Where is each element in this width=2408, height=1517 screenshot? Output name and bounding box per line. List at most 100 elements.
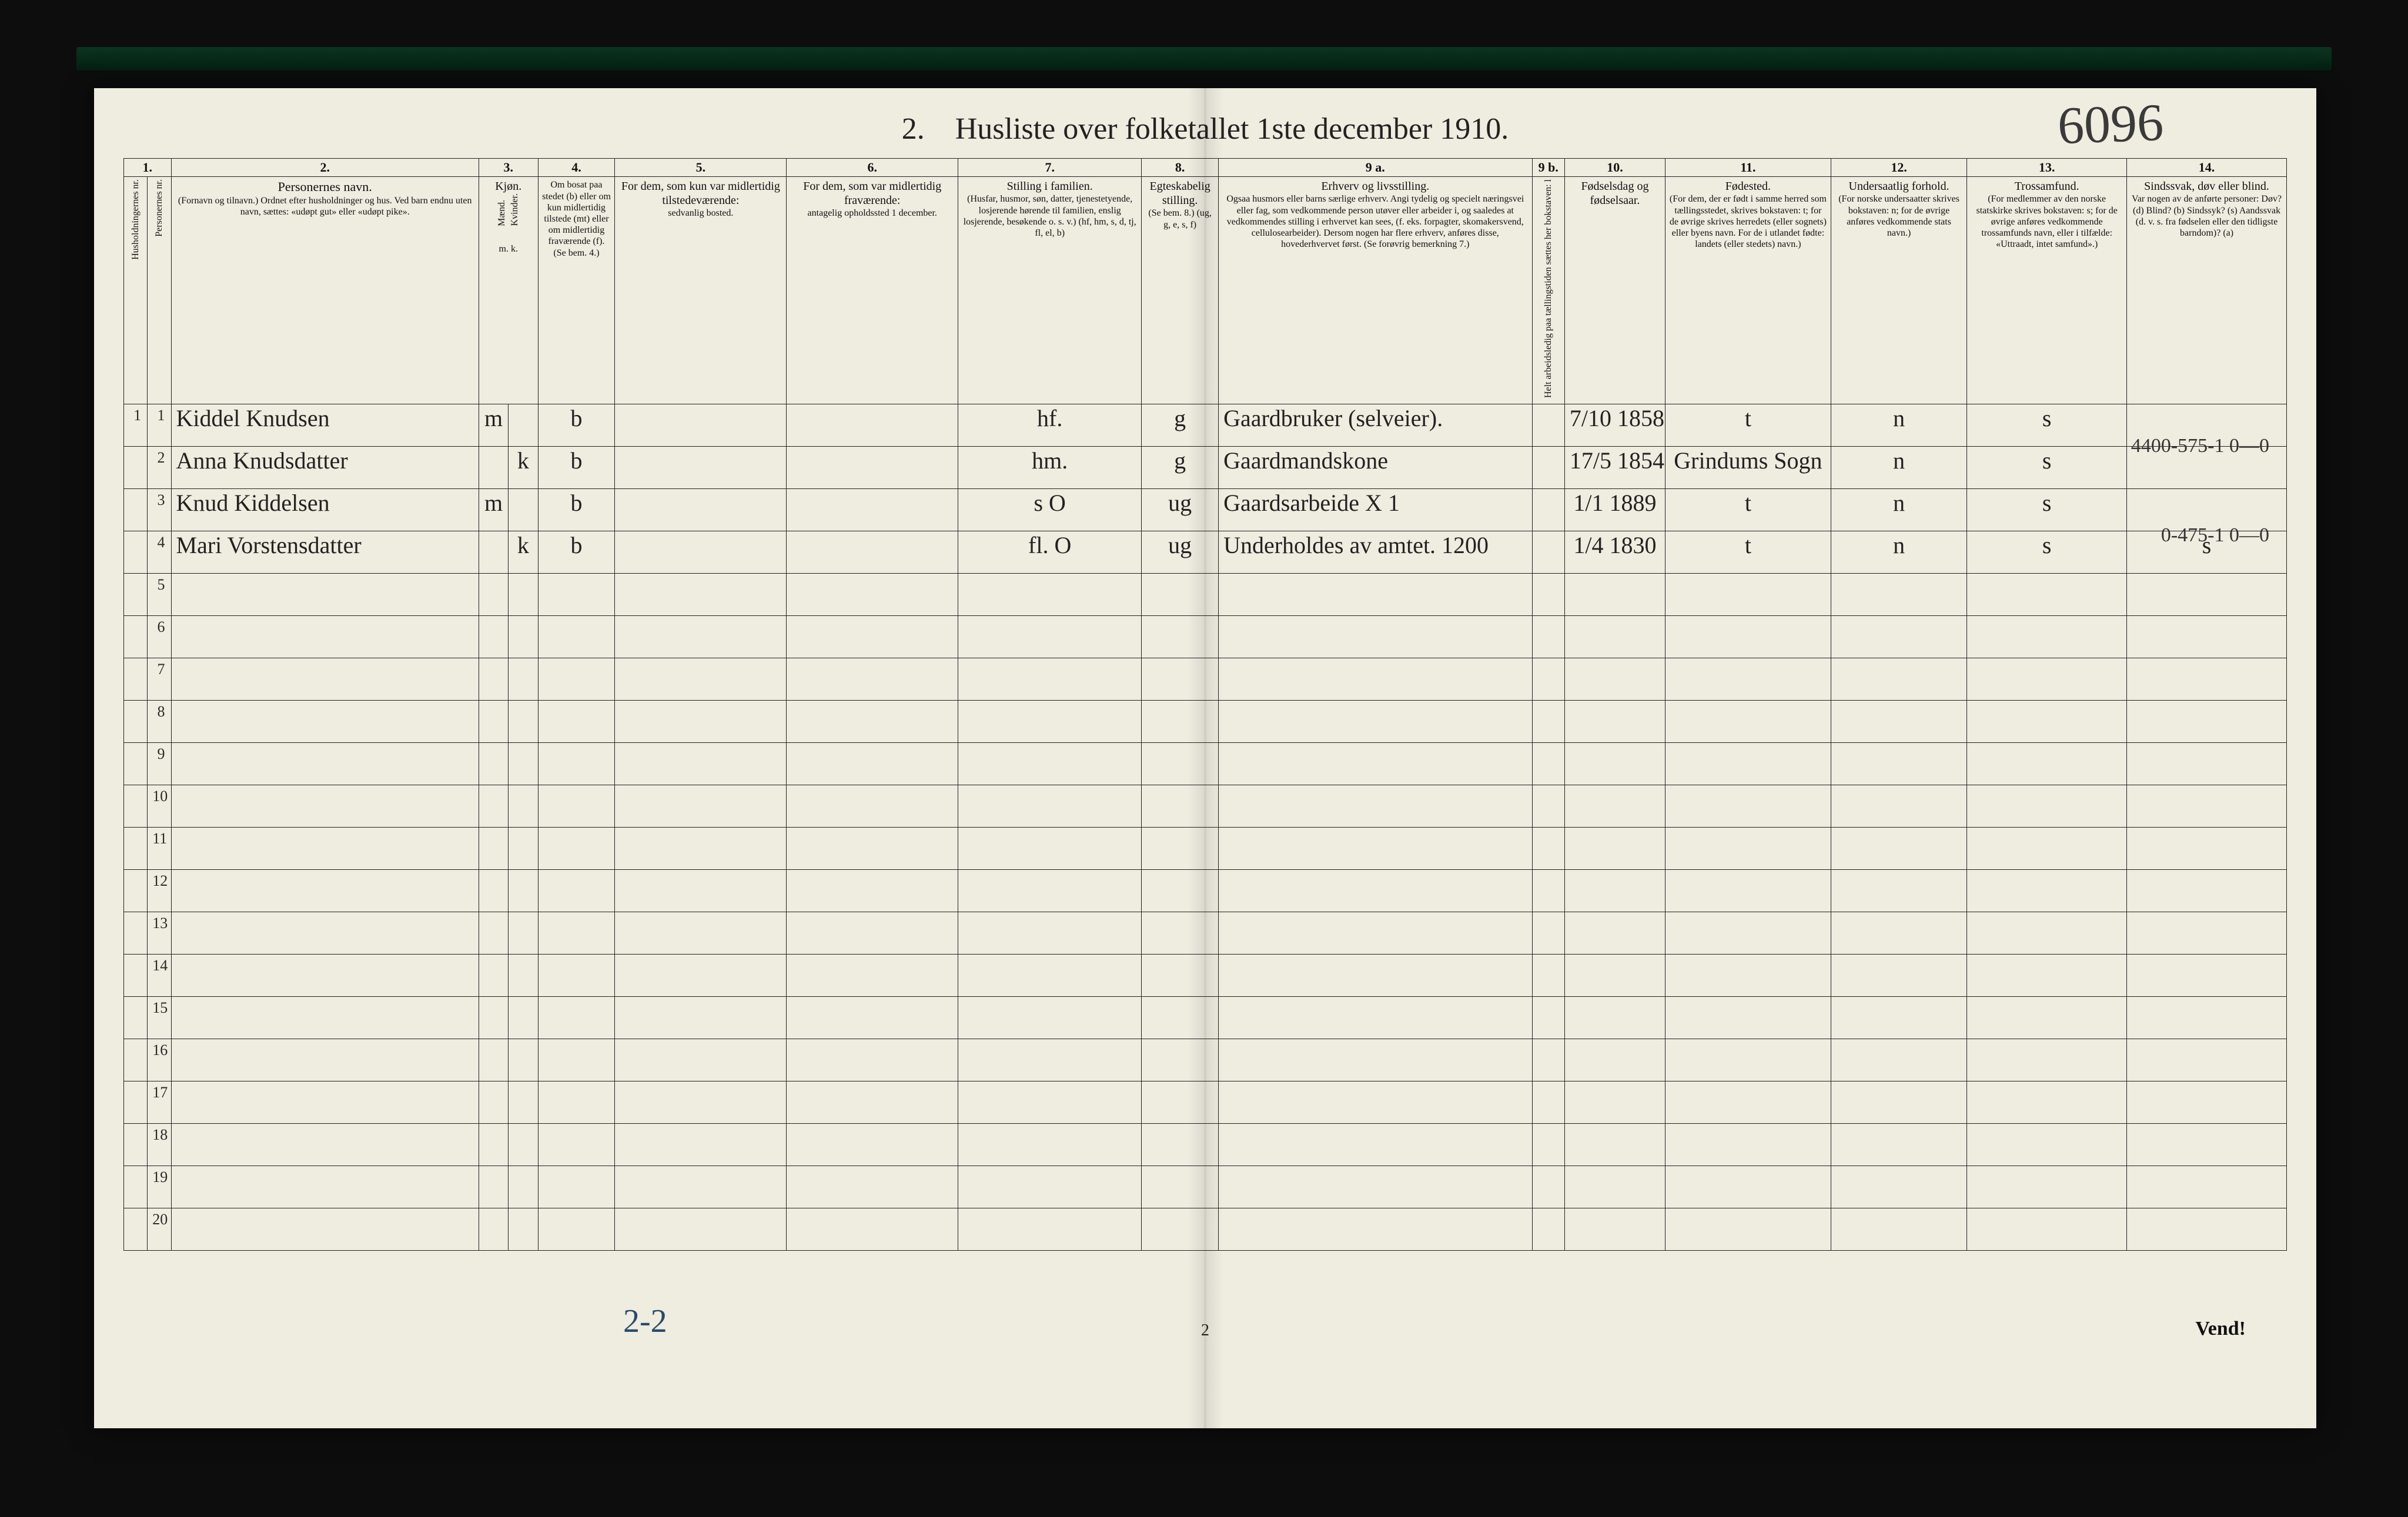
cell-disability — [2127, 743, 2287, 785]
cell-residence — [538, 574, 615, 616]
table-body: 11Kiddel Knudsenmbhf.gGaardbruker (selve… — [124, 404, 2287, 1251]
cell-birthdate — [1564, 1166, 1665, 1208]
cell-marital — [1142, 1124, 1219, 1166]
cell-marital: ug — [1142, 489, 1219, 531]
colnum-10: 10. — [1564, 159, 1665, 177]
colnum-3: 3. — [479, 159, 538, 177]
cell-residence — [538, 997, 615, 1039]
cell-temp-absent — [787, 447, 958, 489]
cell-occupation — [1219, 1039, 1532, 1081]
cell-sex-k — [509, 574, 538, 616]
cell-family-role — [958, 701, 1142, 743]
cell-family-role — [958, 997, 1142, 1039]
cell-household-no — [124, 531, 148, 574]
cell-person-no: 15 — [148, 997, 171, 1039]
cell-unemployed — [1532, 1124, 1564, 1166]
cell-religion — [1967, 701, 2127, 743]
cell-birthdate — [1564, 955, 1665, 997]
margin-note-row-3: 0-475-1 0—0 — [2161, 524, 2269, 547]
cell-name — [171, 658, 479, 701]
cell-occupation — [1219, 1208, 1532, 1251]
cell-sex-k — [509, 828, 538, 870]
cell-sex-k — [509, 616, 538, 658]
cell-sex-k — [509, 912, 538, 955]
cell-marital — [1142, 785, 1219, 828]
cell-temp-present — [615, 1039, 787, 1081]
cell-sex-k — [509, 1166, 538, 1208]
cell-household-no — [124, 1208, 148, 1251]
cell-religion — [1967, 912, 2127, 955]
cell-residence — [538, 785, 615, 828]
cell-household-no — [124, 447, 148, 489]
cell-temp-present — [615, 785, 787, 828]
cell-sex-m — [479, 1039, 508, 1081]
cell-name: Mari Vorstensdatter — [171, 531, 479, 574]
cell-birthdate — [1564, 1124, 1665, 1166]
cell-nationality — [1831, 785, 1967, 828]
cell-unemployed — [1532, 997, 1564, 1039]
cell-sex-m — [479, 955, 508, 997]
cell-nationality — [1831, 1039, 1967, 1081]
cell-person-no: 17 — [148, 1081, 171, 1124]
cell-temp-present — [615, 574, 787, 616]
cell-nationality — [1831, 870, 1967, 912]
cell-marital — [1142, 701, 1219, 743]
cell-sex-k — [509, 997, 538, 1039]
cell-religion — [1967, 955, 2127, 997]
table-row: 17 — [124, 1081, 2287, 1124]
cell-temp-present — [615, 870, 787, 912]
cell-disability — [2127, 658, 2287, 701]
cell-religion: s — [1967, 489, 2127, 531]
cell-disability — [2127, 701, 2287, 743]
cell-marital — [1142, 743, 1219, 785]
cell-sex-m — [479, 531, 508, 574]
cell-name — [171, 574, 479, 616]
cell-person-no: 1 — [148, 404, 171, 447]
cell-temp-absent — [787, 658, 958, 701]
cell-name — [171, 912, 479, 955]
cell-temp-absent — [787, 1081, 958, 1124]
cell-temp-absent — [787, 574, 958, 616]
cell-birthplace: t — [1665, 404, 1831, 447]
cell-disability — [2127, 785, 2287, 828]
hdr-occupation: Erhverv og livsstilling. Ogsaa husmors e… — [1219, 177, 1532, 404]
cell-person-no: 18 — [148, 1124, 171, 1166]
cell-unemployed — [1532, 743, 1564, 785]
cell-temp-absent — [787, 531, 958, 574]
hdr-household-no: Husholdningernes nr. — [124, 177, 148, 404]
cell-temp-present — [615, 404, 787, 447]
cell-occupation — [1219, 574, 1532, 616]
cell-religion — [1967, 1166, 2127, 1208]
cell-occupation — [1219, 828, 1532, 870]
cell-residence — [538, 616, 615, 658]
table-row: 12 — [124, 870, 2287, 912]
header-labels-row: Husholdningernes nr. Personernes nr. Per… — [124, 177, 2287, 404]
cell-name — [171, 1124, 479, 1166]
cell-household-no — [124, 785, 148, 828]
cell-temp-absent — [787, 743, 958, 785]
cell-person-no: 12 — [148, 870, 171, 912]
cell-occupation: Gaardsarbeide X 1 — [1219, 489, 1532, 531]
cell-disability — [2127, 828, 2287, 870]
cell-birthdate — [1564, 574, 1665, 616]
cell-sex-k — [509, 1124, 538, 1166]
cell-marital: ug — [1142, 531, 1219, 574]
cell-sex-k — [509, 785, 538, 828]
cell-sex-k — [509, 743, 538, 785]
cell-temp-present — [615, 997, 787, 1039]
cell-sex-k: k — [509, 531, 538, 574]
cell-person-no: 7 — [148, 658, 171, 701]
colnum-4: 4. — [538, 159, 615, 177]
cell-temp-absent — [787, 1124, 958, 1166]
cell-household-no — [124, 489, 148, 531]
cell-marital — [1142, 616, 1219, 658]
cell-birthdate — [1564, 1208, 1665, 1251]
table-row: 11Kiddel Knudsenmbhf.gGaardbruker (selve… — [124, 404, 2287, 447]
cell-family-role — [958, 616, 1142, 658]
cell-household-no — [124, 743, 148, 785]
cell-person-no: 4 — [148, 531, 171, 574]
cell-nationality — [1831, 997, 1967, 1039]
colnum-7: 7. — [958, 159, 1142, 177]
cell-birthplace: t — [1665, 531, 1831, 574]
cell-sex-m — [479, 997, 508, 1039]
